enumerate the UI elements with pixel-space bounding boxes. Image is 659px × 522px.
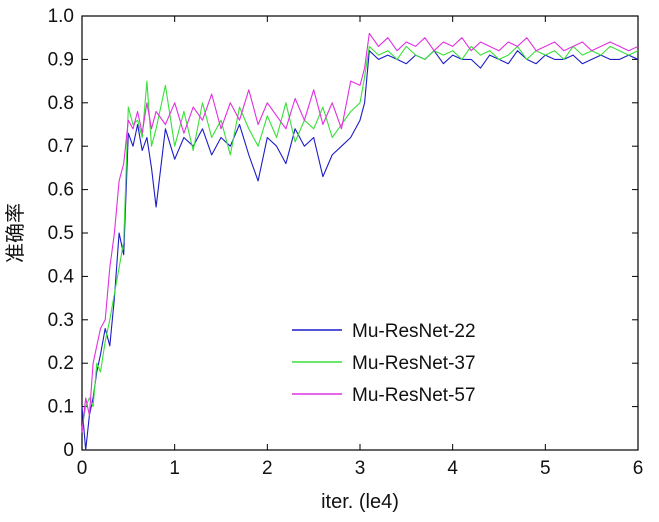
x-tick-label: 6 bbox=[633, 458, 644, 479]
y-tick-label: 0.3 bbox=[48, 310, 74, 331]
x-tick-label: 4 bbox=[447, 458, 458, 479]
y-tick-label: 0 bbox=[63, 440, 74, 461]
legend: Mu-ResNet-22 Mu-ResNet-37 Mu-ResNet-57 bbox=[292, 321, 476, 406]
y-tick-label: 0.1 bbox=[48, 397, 74, 418]
legend-label: Mu-ResNet-22 bbox=[352, 321, 476, 342]
x-tick-label: 1 bbox=[169, 458, 180, 479]
y-tick-label: 0.9 bbox=[48, 49, 74, 70]
x-tick-label: 0 bbox=[77, 458, 88, 479]
y-tick-label: 1.0 bbox=[48, 6, 74, 27]
x-tick-label: 3 bbox=[355, 458, 366, 479]
series-line-mu-resnet-22 bbox=[81, 50, 639, 451]
y-axis-title: 准确率 bbox=[4, 203, 27, 263]
legend-label: Mu-ResNet-37 bbox=[352, 353, 476, 374]
series-line-mu-resnet-37 bbox=[81, 45, 639, 429]
y-tick-label: 0.8 bbox=[48, 93, 74, 114]
y-tick-label: 0.4 bbox=[48, 266, 75, 287]
y-tick-label: 0.7 bbox=[48, 136, 74, 157]
x-axis: 0 1 2 3 4 5 6 bbox=[77, 16, 644, 479]
x-tick-label: 5 bbox=[540, 458, 551, 479]
x-tick-label: 2 bbox=[262, 458, 273, 479]
y-tick-label: 0.5 bbox=[48, 223, 74, 244]
series-line-mu-resnet-57 bbox=[81, 32, 639, 433]
y-tick-label: 0.2 bbox=[48, 353, 74, 374]
y-axis: 0 0.1 0.2 0.3 0.4 0.5 0.6 0.7 0.8 0.9 1.0 bbox=[48, 6, 638, 461]
y-tick-label: 0.6 bbox=[48, 180, 74, 201]
x-axis-title: iter. (le4) bbox=[321, 491, 399, 513]
legend-label: Mu-ResNet-57 bbox=[352, 385, 476, 406]
series-group bbox=[81, 32, 639, 451]
